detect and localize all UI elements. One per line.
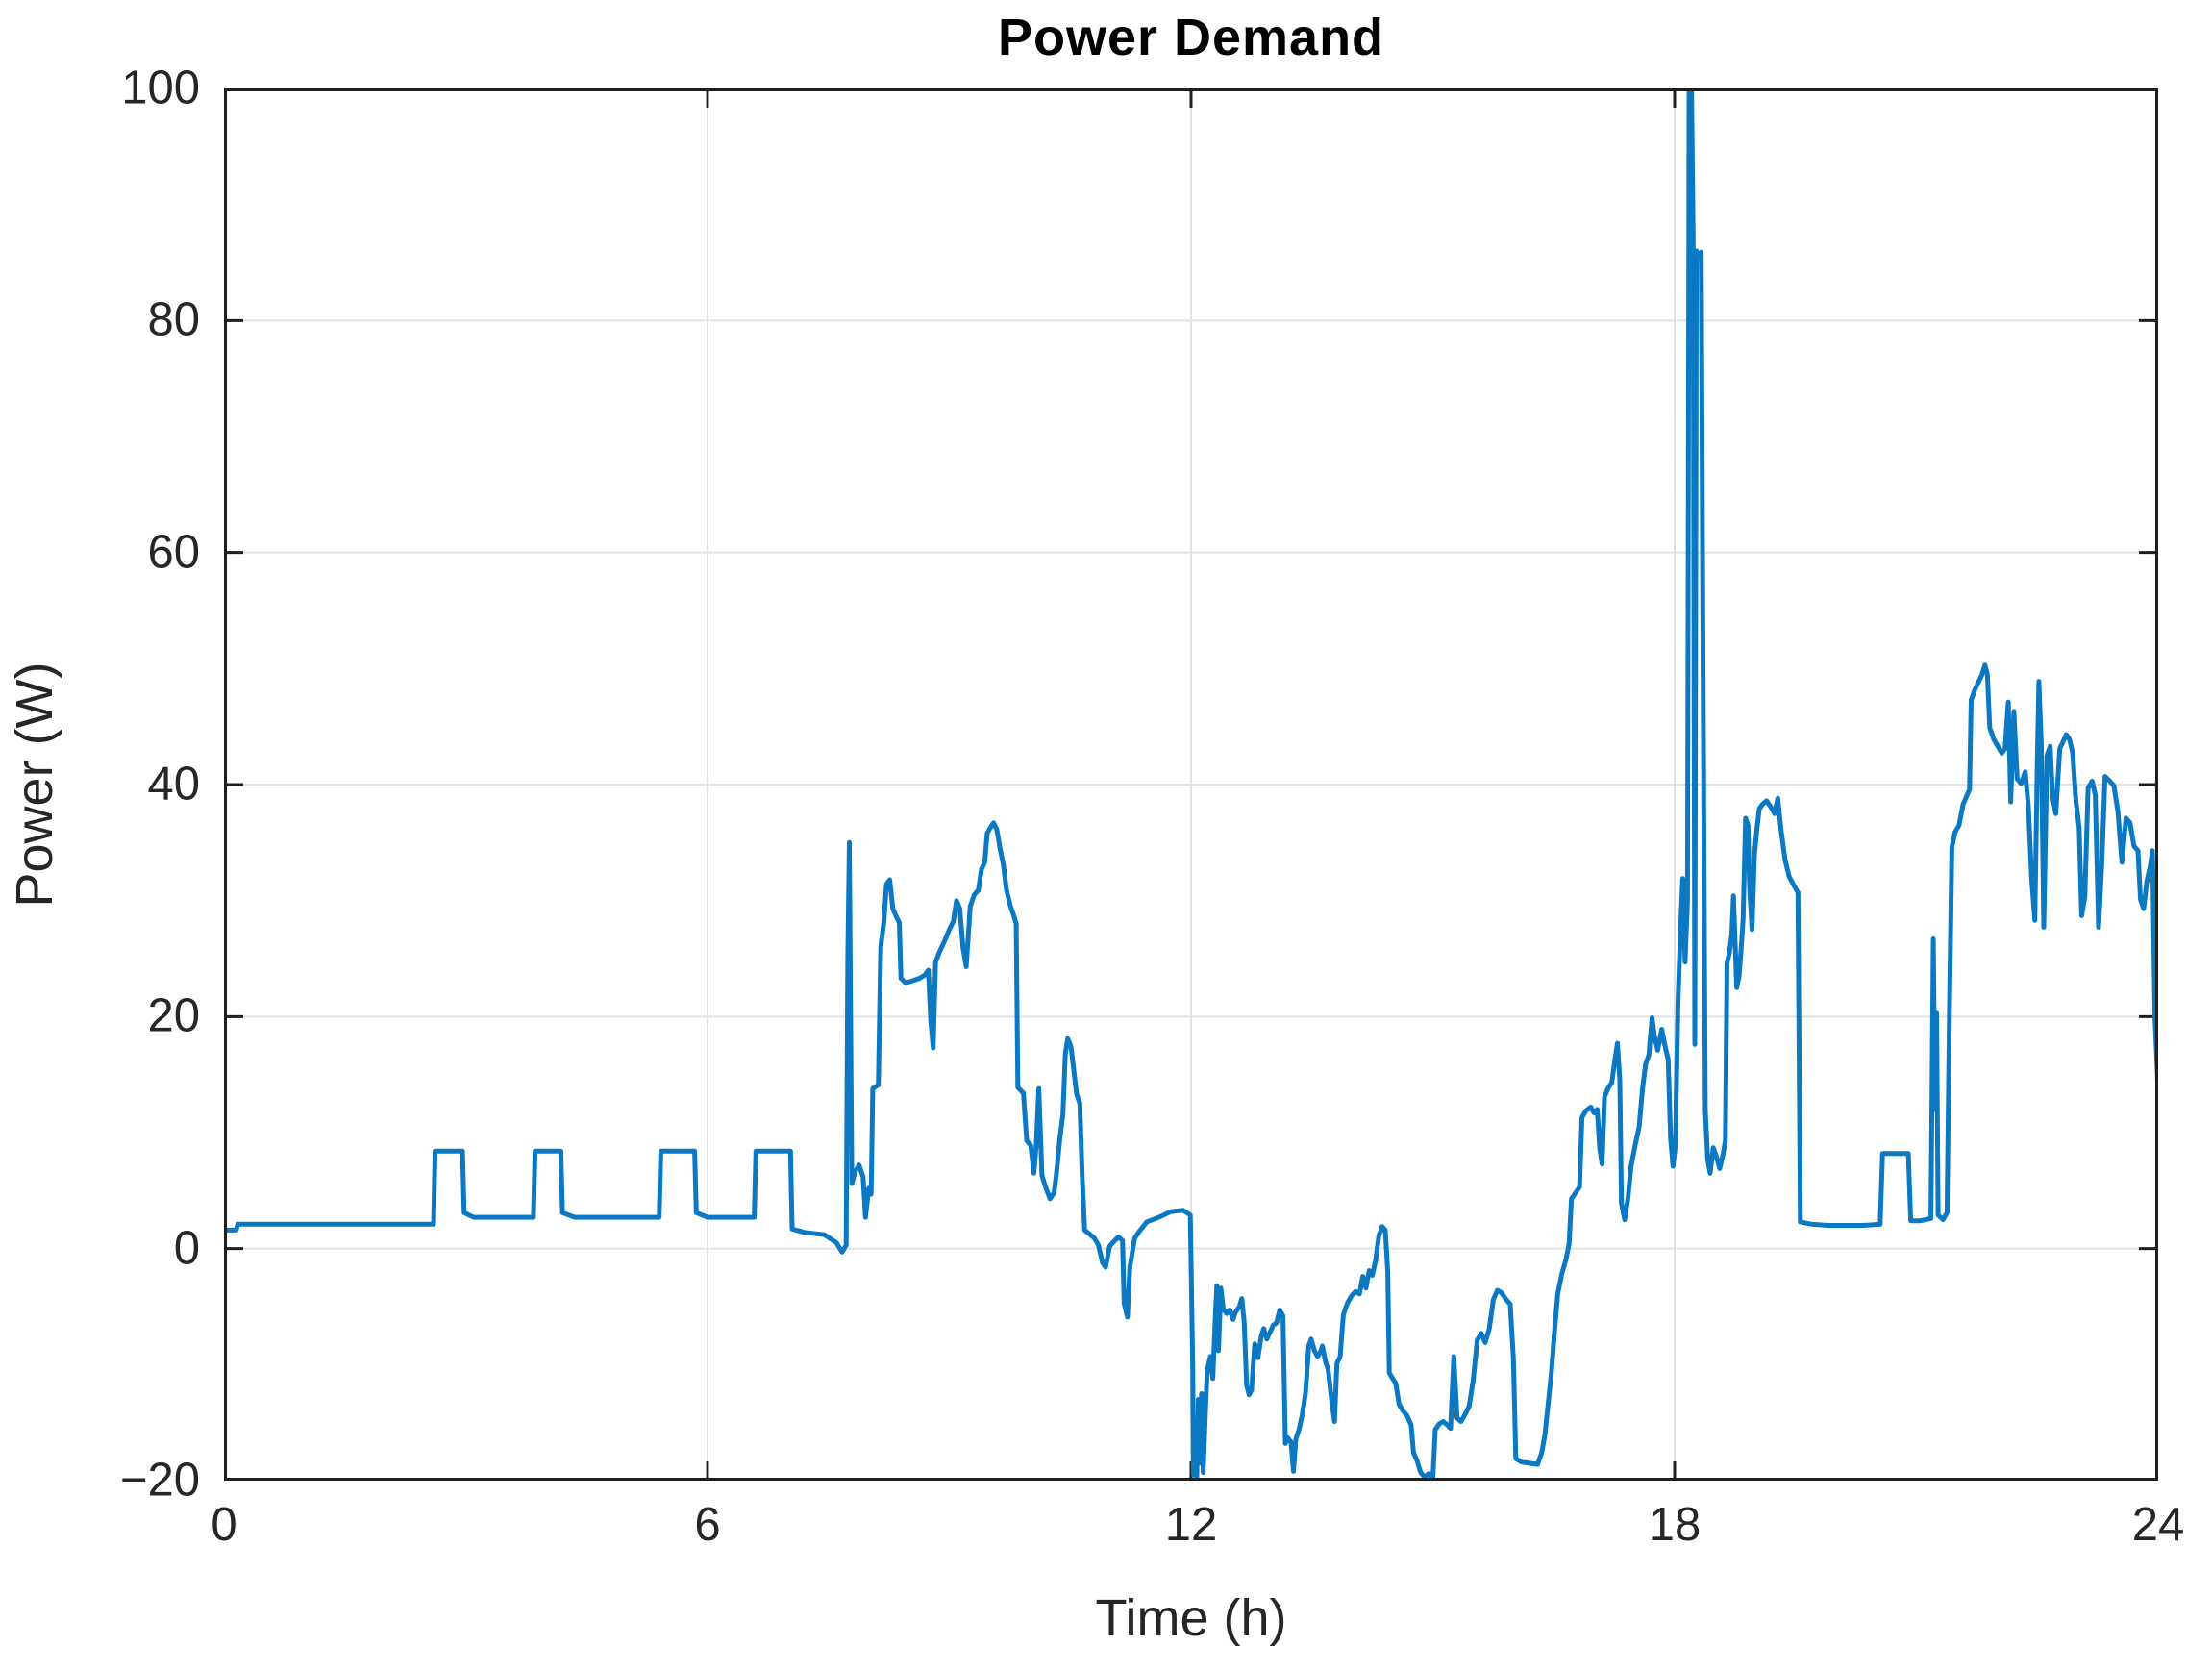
x-axis-label: Time (h)	[1095, 1589, 1287, 1647]
y-axis-label: Power (W)	[6, 661, 63, 908]
y-tick-label--20: −20	[119, 1454, 200, 1507]
plot-area	[224, 88, 2158, 1481]
chart-title: Power Demand	[997, 9, 1385, 66]
x-tick-label-18: 18	[1648, 1499, 1702, 1551]
y-tick-label-0: 0	[173, 1222, 200, 1275]
y-tick-label-40: 40	[147, 758, 200, 811]
y-tick-label-100: 100	[121, 62, 200, 114]
x-tick-label-12: 12	[1164, 1499, 1218, 1551]
data-series-power-demand	[224, 88, 2158, 1481]
y-tick-label-60: 60	[147, 526, 200, 579]
y-tick-label-20: 20	[147, 989, 200, 1042]
x-tick-label-6: 6	[694, 1499, 721, 1551]
x-tick-label-24: 24	[2131, 1499, 2185, 1551]
axes-box	[224, 88, 2158, 1481]
chart-canvas	[224, 88, 2158, 1481]
x-tick-label-0: 0	[211, 1499, 237, 1551]
y-tick-label-80: 80	[147, 293, 200, 346]
